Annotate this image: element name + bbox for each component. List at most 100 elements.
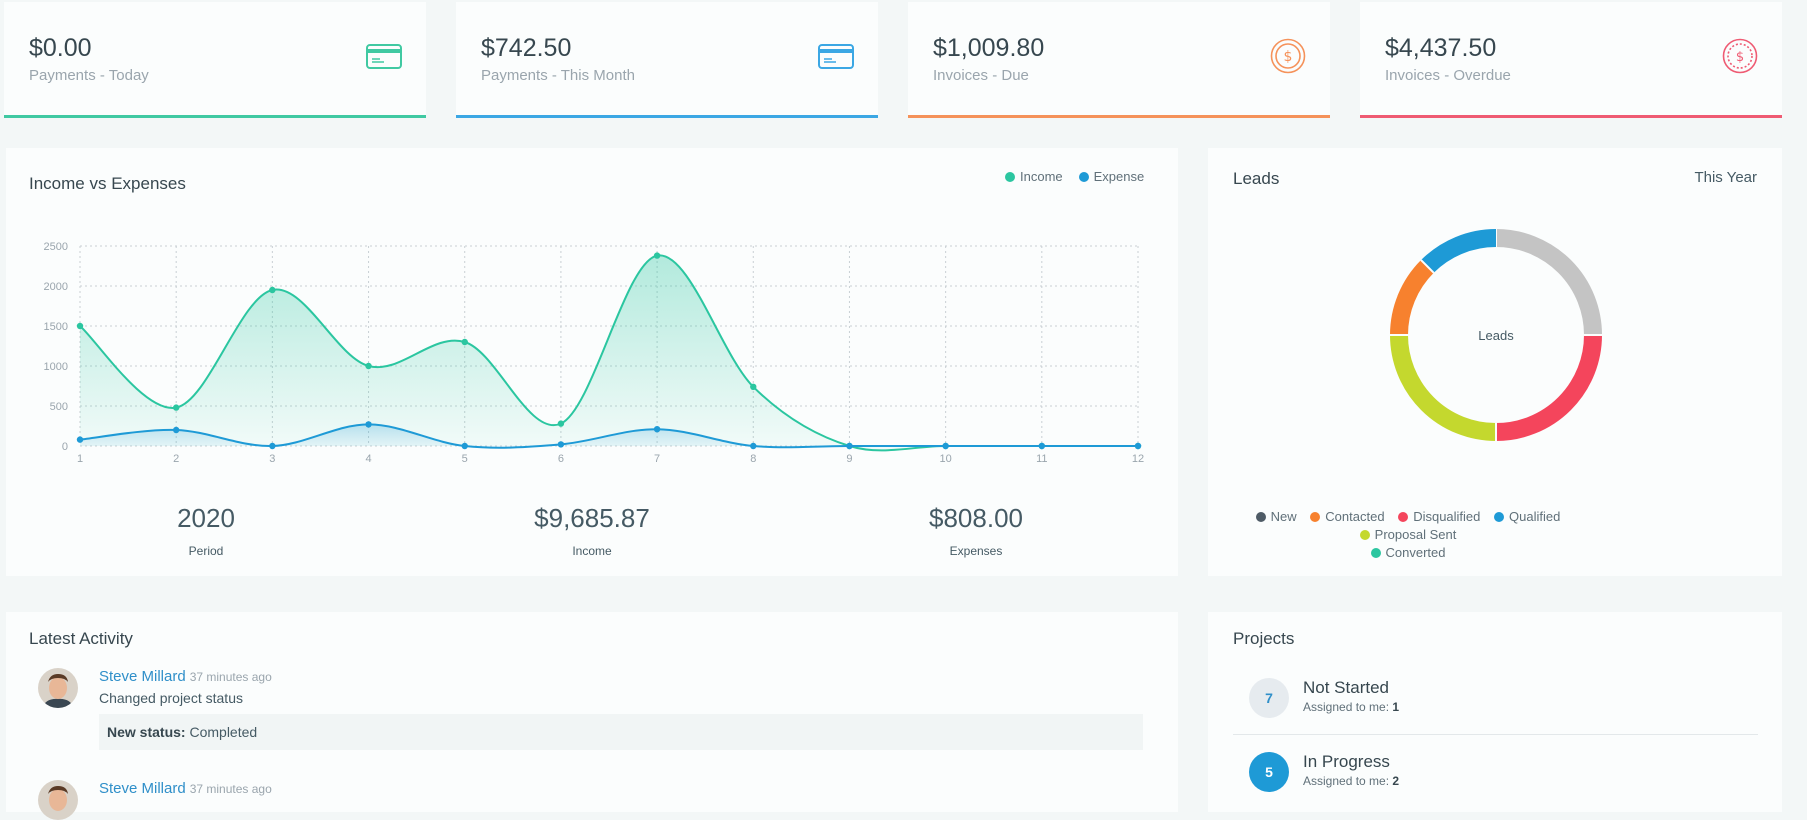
activity-user-link[interactable]: Steve Millard bbox=[99, 668, 186, 685]
svg-text:$: $ bbox=[1284, 49, 1293, 65]
credit-card-icon bbox=[366, 44, 402, 69]
y-tick-label: 500 bbox=[50, 401, 68, 413]
data-point-expense[interactable] bbox=[365, 421, 372, 428]
income-expenses-legend: Income Expense bbox=[1005, 169, 1144, 184]
x-tick-label: 7 bbox=[654, 453, 660, 465]
data-point-expense[interactable] bbox=[1038, 442, 1046, 450]
leads-period-selector[interactable]: This Year bbox=[1694, 169, 1757, 186]
donut-slice-unlabeled[interactable] bbox=[1495, 229, 1602, 336]
legend-item-income[interactable]: Income bbox=[1005, 169, 1063, 184]
stat-label: Payments - Today bbox=[29, 67, 149, 84]
project-assigned: Assigned to me: 1 bbox=[1303, 700, 1400, 714]
donut-separator bbox=[1420, 259, 1435, 274]
data-point-income[interactable] bbox=[269, 286, 276, 294]
data-point-expense[interactable] bbox=[269, 442, 276, 450]
status-value: Completed bbox=[189, 724, 258, 740]
data-point-expense[interactable] bbox=[461, 442, 468, 450]
y-tick-label: 0 bbox=[62, 441, 68, 453]
stat-label: Payments - This Month bbox=[481, 67, 635, 84]
x-tick-label: 9 bbox=[846, 453, 852, 465]
data-point-expense[interactable] bbox=[653, 426, 661, 433]
project-status-in-progress[interactable]: 5 In Progress Assigned to me: 2 bbox=[1249, 752, 1759, 800]
summary-label: Income bbox=[572, 544, 612, 558]
data-point-income[interactable] bbox=[76, 322, 84, 330]
summary-value: 2020 bbox=[177, 503, 235, 533]
y-tick-label: 1500 bbox=[44, 321, 68, 333]
data-point-expense[interactable] bbox=[942, 442, 949, 450]
data-point-income[interactable] bbox=[653, 252, 661, 259]
svg-text:$: $ bbox=[1736, 50, 1744, 65]
stat-accent-bar bbox=[456, 115, 878, 118]
y-tick-label: 1000 bbox=[44, 361, 68, 373]
legend-item-new[interactable]: New bbox=[1255, 509, 1297, 524]
series-area-income bbox=[80, 255, 1138, 451]
project-count-badge: 7 bbox=[1249, 678, 1289, 718]
activity-user-link[interactable]: Steve Millard bbox=[99, 780, 186, 797]
credit-card-icon bbox=[818, 44, 854, 69]
project-status-not-started[interactable]: 7 Not Started Assigned to me: 1 bbox=[1249, 678, 1759, 734]
avatar[interactable] bbox=[38, 668, 78, 708]
legend-item-disqualified[interactable]: Disqualified bbox=[1398, 509, 1480, 524]
legend-item-qualified[interactable]: Qualified bbox=[1494, 509, 1560, 524]
data-point-expense[interactable] bbox=[172, 426, 180, 434]
dollar-coin-dashed-icon: $ bbox=[1722, 38, 1758, 74]
donut-slice-proposal-sent[interactable] bbox=[1390, 334, 1497, 441]
summary-value: $9,685.87 bbox=[534, 503, 650, 533]
data-point-expense[interactable] bbox=[846, 442, 853, 450]
summary-expenses: $808.00 Expenses bbox=[826, 503, 1126, 558]
income-expenses-title: Income vs Expenses bbox=[29, 174, 186, 193]
y-tick-label: 2500 bbox=[44, 241, 68, 253]
y-tick-label: 2000 bbox=[44, 281, 68, 293]
stat-label: Invoices - Overdue bbox=[1385, 67, 1511, 84]
data-point-income[interactable] bbox=[461, 338, 468, 346]
leads-title: Leads bbox=[1233, 169, 1280, 188]
stat-card-payments-today[interactable]: $0.00 Payments - Today bbox=[4, 2, 426, 118]
activity-status-box: New status: Completed bbox=[99, 714, 1143, 750]
data-point-income[interactable] bbox=[365, 362, 372, 370]
summary-label: Period bbox=[188, 544, 224, 558]
donut-slice-contacted[interactable] bbox=[1390, 260, 1434, 336]
donut-slice-qualified[interactable] bbox=[1421, 229, 1497, 273]
activity-item: Steve Millard 37 minutes ago bbox=[99, 780, 272, 798]
status-label: New status: bbox=[107, 724, 186, 740]
stat-card-invoices-overdue[interactable]: $4,437.50 Invoices - Overdue $ bbox=[1360, 2, 1782, 118]
stat-label: Invoices - Due bbox=[933, 67, 1029, 84]
latest-activity-panel bbox=[6, 612, 1178, 812]
stat-accent-bar bbox=[4, 115, 426, 118]
project-count-badge: 5 bbox=[1249, 752, 1289, 792]
stat-card-invoices-due[interactable]: $1,009.80 Invoices - Due $ bbox=[908, 2, 1330, 118]
legend-item-converted[interactable]: Converted bbox=[1370, 545, 1445, 560]
stat-amount: $1,009.80 bbox=[933, 34, 1045, 62]
stat-accent-bar bbox=[908, 115, 1330, 118]
data-point-expense[interactable] bbox=[557, 441, 565, 448]
leads-panel bbox=[1208, 148, 1782, 576]
activity-time: 37 minutes ago bbox=[189, 782, 272, 796]
data-point-income[interactable] bbox=[750, 383, 757, 390]
project-assigned: Assigned to me: 2 bbox=[1303, 774, 1400, 788]
legend-item-contacted[interactable]: Contacted bbox=[1310, 509, 1385, 524]
activity-time: 37 minutes ago bbox=[189, 670, 272, 684]
avatar[interactable] bbox=[38, 780, 78, 820]
stat-amount: $4,437.50 bbox=[1385, 34, 1497, 62]
x-tick-label: 3 bbox=[269, 453, 275, 465]
activity-item: Steve Millard 37 minutes ago Changed proj… bbox=[99, 668, 272, 706]
x-tick-label: 5 bbox=[462, 453, 468, 465]
summary-label: Expenses bbox=[949, 544, 1003, 558]
projects-title: Projects bbox=[1233, 629, 1295, 648]
stat-card-payments-month[interactable]: $742.50 Payments - This Month bbox=[456, 2, 878, 118]
series-line-expense bbox=[79, 423, 1138, 449]
donut-slice-disqualified[interactable] bbox=[1495, 334, 1602, 441]
data-point-expense[interactable] bbox=[750, 442, 757, 450]
data-point-income[interactable] bbox=[557, 420, 565, 427]
data-point-expense[interactable] bbox=[1134, 442, 1142, 450]
stat-amount: $742.50 bbox=[481, 34, 572, 62]
data-point-income[interactable] bbox=[172, 404, 180, 411]
data-point-expense[interactable] bbox=[76, 436, 84, 443]
leads-donut-chart: Leads bbox=[1390, 229, 1602, 441]
legend-item-proposal-sent[interactable]: Proposal Sent bbox=[1359, 527, 1456, 542]
latest-activity-title: Latest Activity bbox=[29, 629, 133, 648]
x-tick-label: 12 bbox=[1132, 453, 1144, 465]
legend-item-expense[interactable]: Expense bbox=[1078, 169, 1144, 184]
x-tick-label: 8 bbox=[750, 453, 756, 465]
